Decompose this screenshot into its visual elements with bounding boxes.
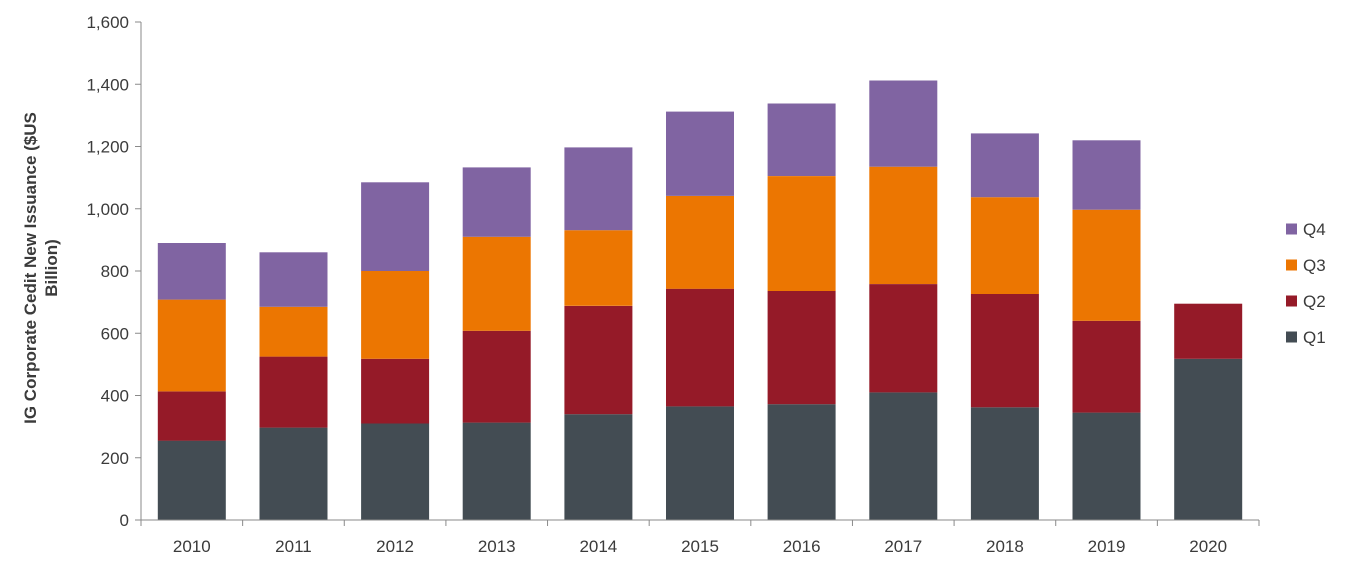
y-tick-label: 600 — [101, 324, 129, 343]
x-tick-label-2018: 2018 — [986, 537, 1024, 556]
bar-q3-2014 — [564, 230, 633, 306]
bar-q2-2012 — [361, 358, 430, 424]
bar-q4-2017 — [869, 80, 938, 167]
y-axis-title-line-1: IG Corporate Cedit New Issuance ($US — [21, 112, 40, 424]
y-tick-label: 400 — [101, 387, 129, 406]
bar-q3-2019 — [1072, 209, 1141, 321]
x-tick-label-2020: 2020 — [1189, 537, 1227, 556]
bar-q1-2019 — [1072, 412, 1141, 520]
bar-q3-2011 — [259, 306, 328, 357]
x-tick-label-2011: 2011 — [275, 537, 312, 556]
bar-q1-2020 — [1174, 358, 1243, 520]
bar-q3-2016 — [767, 176, 836, 291]
x-tick-label-2016: 2016 — [783, 537, 821, 556]
bar-q4-2011 — [259, 252, 328, 307]
bar-q4-2015 — [666, 111, 734, 196]
bar-q4-2010 — [157, 243, 226, 300]
x-tick-label-2012: 2012 — [376, 537, 414, 556]
legend-label-q1: Q1 — [1303, 328, 1326, 347]
bar-q1-2016 — [767, 404, 836, 520]
bar-q3-2010 — [157, 299, 226, 392]
x-tick-label-2014: 2014 — [579, 537, 617, 556]
bar-q4-2018 — [970, 133, 1039, 198]
bar-q2-2013 — [462, 330, 531, 423]
bar-q2-2017 — [869, 284, 938, 393]
bar-q3-2018 — [970, 197, 1039, 294]
axes-layer: 0 200 400 600 800 1,000 1,200 1,400 1,600 2010 201… — [86, 13, 1260, 556]
y-tick-label: 1,200 — [86, 138, 129, 157]
bar-q1-2015 — [666, 406, 734, 520]
x-tick-label-2015: 2015 — [681, 537, 719, 556]
x-tick-label-2010: 2010 — [173, 537, 211, 556]
y-tick-label: 1,000 — [86, 200, 129, 219]
y-tick-label: 200 — [101, 449, 129, 468]
legend-label-q3: Q3 — [1303, 256, 1326, 275]
y-tick-label: 800 — [101, 262, 129, 281]
bar-q1-2012 — [361, 423, 430, 520]
bar-q1-2017 — [869, 392, 938, 520]
legend-swatch-q2 — [1286, 295, 1297, 307]
bar-q1-2010 — [157, 440, 226, 520]
bar-q3-2017 — [869, 166, 938, 284]
legend: Q4 Q3 Q2 Q1 — [1286, 220, 1326, 347]
bar-q4-2014 — [564, 147, 633, 231]
bar-q2-2019 — [1072, 320, 1141, 413]
bar-q4-2019 — [1072, 140, 1141, 210]
y-axis-title: IG Corporate Cedit New Issuance ($US Bil… — [21, 112, 61, 424]
bar-q2-2014 — [564, 305, 633, 415]
legend-label-q2: Q2 — [1303, 292, 1326, 311]
legend-swatch-q4 — [1286, 223, 1297, 235]
bars-layer — [157, 80, 1243, 520]
x-tick-label-2019: 2019 — [1088, 537, 1126, 556]
bar-q3-2013 — [462, 236, 531, 331]
bar-q4-2013 — [462, 167, 531, 237]
bar-q2-2010 — [157, 391, 226, 441]
bar-q1-2018 — [970, 407, 1039, 520]
bar-q2-2015 — [666, 288, 734, 407]
y-tick-label: 1,600 — [86, 13, 129, 32]
legend-label-q4: Q4 — [1303, 220, 1326, 239]
y-tick-label: 0 — [120, 511, 129, 530]
bar-q2-2020 — [1174, 303, 1243, 359]
bar-q4-2012 — [361, 182, 430, 271]
bar-q2-2018 — [970, 294, 1039, 408]
bar-q4-2016 — [767, 103, 836, 176]
y-axis-title-line-2: Billion) — [42, 239, 61, 297]
bar-q1-2011 — [259, 427, 328, 520]
legend-swatch-q3 — [1286, 259, 1297, 271]
bar-q3-2012 — [361, 271, 430, 359]
x-tick-label-2017: 2017 — [884, 537, 922, 556]
bar-q3-2015 — [666, 196, 734, 289]
bar-q2-2011 — [259, 356, 328, 428]
x-tick-label-2013: 2013 — [478, 537, 516, 556]
bar-q1-2013 — [462, 422, 531, 520]
bar-q1-2014 — [564, 414, 633, 520]
legend-swatch-q1 — [1286, 331, 1297, 343]
y-tick-label: 1,400 — [86, 75, 129, 94]
bar-q2-2016 — [767, 290, 836, 405]
